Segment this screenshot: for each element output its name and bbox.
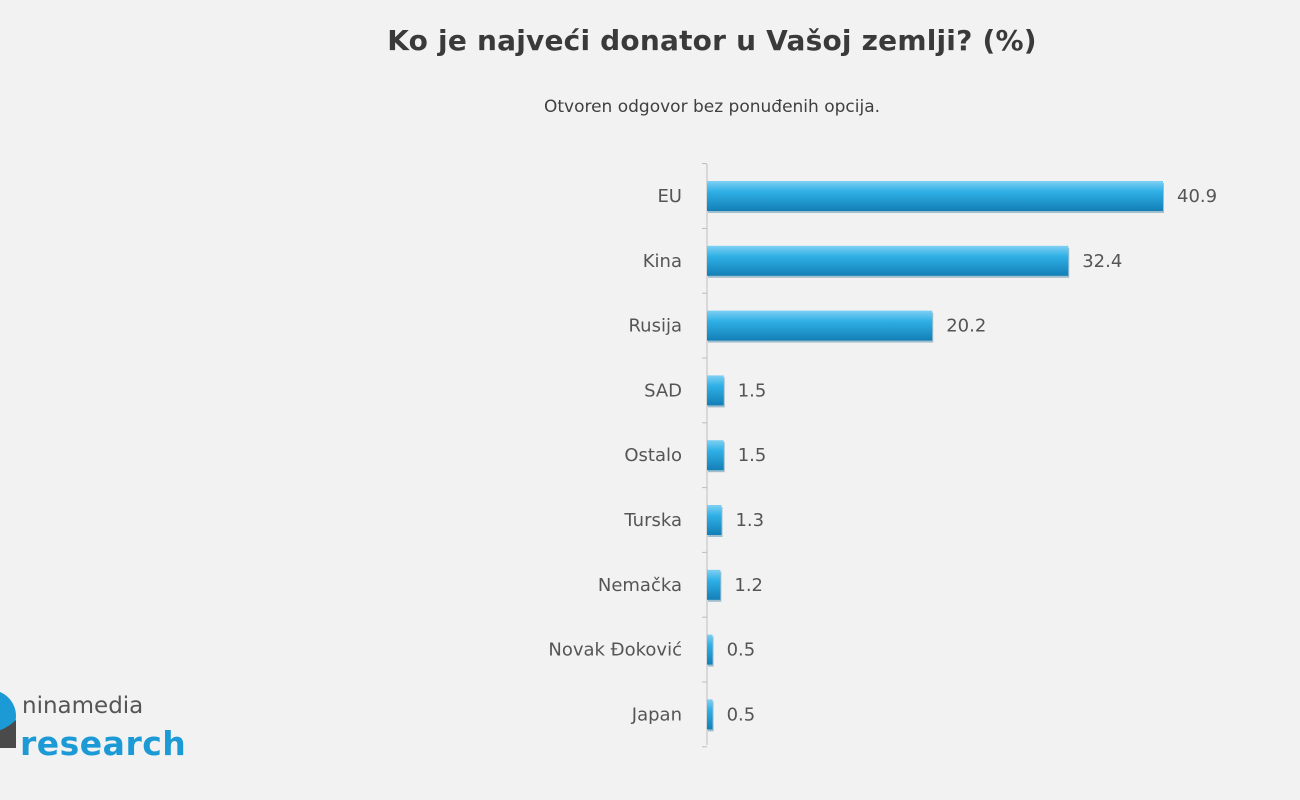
logo-mark-icon — [0, 692, 16, 748]
category-label: Japan — [631, 704, 682, 725]
category-label: Nemačka — [598, 575, 682, 596]
value-label: 1.3 — [735, 510, 764, 531]
bar — [707, 375, 724, 406]
axis-ticks — [702, 163, 707, 748]
logo-text-top: ninamedia — [22, 693, 144, 719]
category-label: Turska — [623, 510, 682, 531]
category-label: SAD — [644, 380, 682, 401]
bar — [707, 310, 933, 341]
company-logo: ninamedia research — [0, 690, 200, 790]
value-label: 20.2 — [946, 316, 986, 337]
bar — [707, 634, 713, 665]
value-label: 0.5 — [727, 640, 756, 661]
bar — [707, 505, 722, 535]
value-label: 1.5 — [738, 445, 767, 466]
bar — [707, 699, 713, 730]
category-label: Rusija — [628, 316, 682, 337]
logo-text-bottom: research — [20, 724, 187, 763]
value-label: 32.4 — [1082, 251, 1122, 272]
bar — [707, 245, 1069, 276]
category-label: Novak Đoković — [548, 640, 682, 661]
value-label: 1.2 — [734, 575, 763, 596]
bar — [707, 181, 1163, 211]
category-label: Ostalo — [624, 445, 682, 466]
value-label: 1.5 — [738, 380, 767, 401]
bar — [707, 569, 721, 600]
value-label: 0.5 — [727, 704, 756, 725]
bar — [707, 440, 724, 471]
chart-subtitle: Otvoren odgovor bez ponuđenih opcija. — [543, 97, 881, 117]
bars-group: EU 40.9 Kina 32.4 Rusija 20.2 SAD 1.5 Ostalo 1.5 T… — [548, 181, 1217, 732]
category-label: Kina — [643, 251, 682, 272]
chart-title: Ko je najveći donator u Vašoj zemlji? (%… — [387, 24, 1037, 57]
category-label: EU — [657, 186, 682, 207]
value-label: 40.9 — [1177, 186, 1217, 207]
